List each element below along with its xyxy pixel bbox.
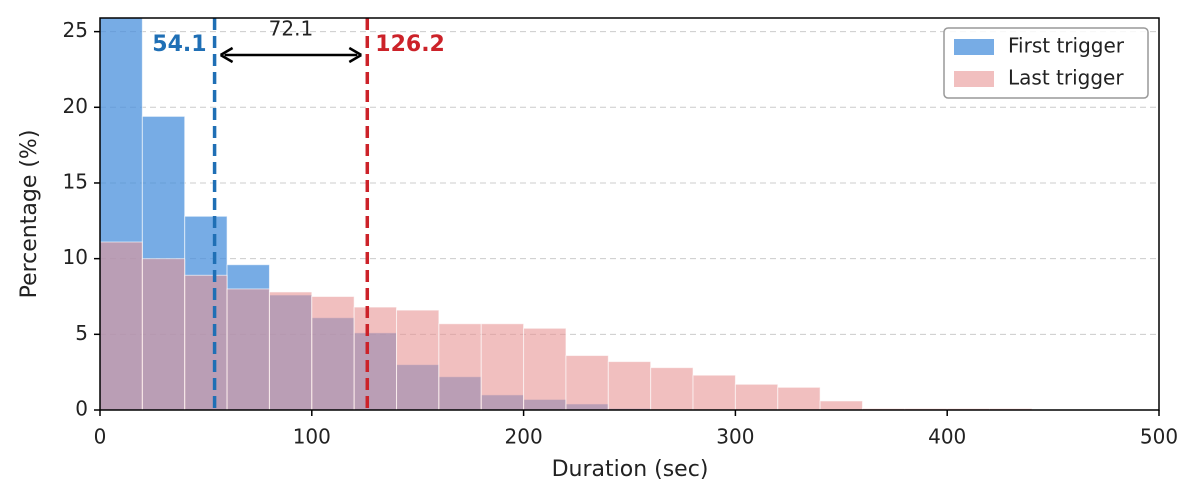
- legend-swatch: [954, 71, 994, 87]
- y-tick-label: 5: [75, 321, 88, 345]
- bar: [396, 309, 440, 410]
- bar: [692, 374, 736, 410]
- bar: [353, 306, 398, 410]
- x-tick-label: 0: [94, 425, 107, 449]
- bar: [819, 400, 863, 410]
- bar: [141, 258, 186, 410]
- x-tick-label: 200: [505, 425, 543, 449]
- y-axis-label: Percentage (%): [17, 130, 42, 299]
- bar: [268, 291, 313, 410]
- x-tick-label: 300: [716, 425, 754, 449]
- arrow-head: [348, 46, 362, 64]
- bar: [523, 327, 567, 410]
- x-tick-label: 100: [293, 425, 331, 449]
- plot-frame: [99, 17, 1160, 411]
- bar: [650, 367, 694, 410]
- legend-label: First trigger: [1008, 34, 1125, 58]
- x-tick-label: 400: [928, 425, 966, 449]
- y-tick-label: 15: [63, 169, 88, 193]
- x-tick-label: 500: [1140, 425, 1178, 449]
- bar: [565, 355, 609, 410]
- bar: [777, 386, 821, 410]
- legend-label: Last trigger: [1008, 66, 1124, 90]
- y-tick-label: 10: [63, 245, 88, 269]
- bar: [480, 323, 525, 410]
- y-tick-label: 25: [63, 18, 88, 42]
- bar: [607, 361, 652, 410]
- bar: [734, 383, 779, 410]
- reference-label: 54.1: [152, 32, 206, 57]
- gap-label: 72.1: [269, 17, 314, 41]
- reference-label: 126.2: [375, 32, 445, 57]
- arrow-head: [219, 46, 234, 64]
- bar: [100, 241, 143, 410]
- legend-box: [943, 27, 1149, 99]
- bar: [311, 295, 355, 410]
- bar: [184, 274, 228, 410]
- x-axis-label: Duration (sec): [552, 457, 709, 482]
- legend-swatch: [954, 39, 994, 55]
- y-tick-label: 20: [63, 94, 88, 118]
- plot-area: [100, 18, 1033, 410]
- bar: [438, 323, 482, 410]
- bar: [226, 288, 270, 410]
- y-tick-label: 0: [75, 397, 88, 421]
